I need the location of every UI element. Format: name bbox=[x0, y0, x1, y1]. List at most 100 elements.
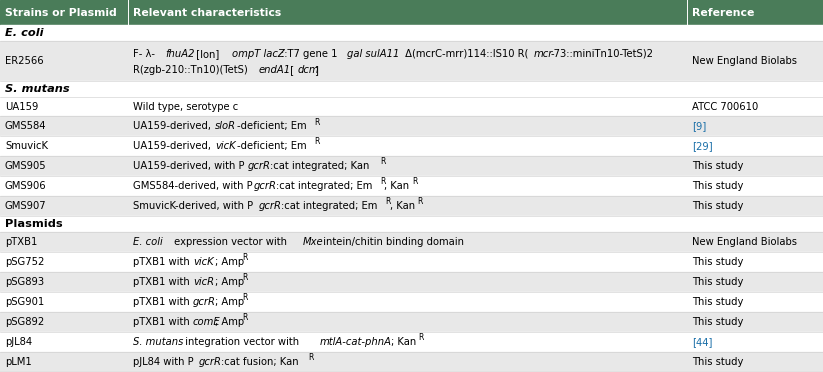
Text: This study: This study bbox=[692, 161, 743, 171]
Text: pTXB1: pTXB1 bbox=[5, 237, 37, 247]
Text: gcrR: gcrR bbox=[193, 297, 216, 307]
Text: ; Amp: ; Amp bbox=[215, 317, 244, 327]
Text: Mxe: Mxe bbox=[303, 237, 323, 247]
Text: Wild type, serotype c: Wild type, serotype c bbox=[133, 102, 238, 112]
Text: vicR: vicR bbox=[193, 277, 214, 287]
Text: R: R bbox=[385, 198, 391, 206]
Text: This study: This study bbox=[692, 297, 743, 307]
Text: :cat integrated; Kan: :cat integrated; Kan bbox=[270, 161, 370, 171]
Text: -73::miniTn10-TetS)2: -73::miniTn10-TetS)2 bbox=[551, 49, 653, 59]
Text: SmuvicK: SmuvicK bbox=[5, 141, 48, 151]
Text: ; Kan: ; Kan bbox=[391, 337, 416, 347]
Text: UA159-derived,: UA159-derived, bbox=[133, 122, 214, 131]
Text: New England Biolabs: New England Biolabs bbox=[692, 56, 797, 66]
Text: pJL84 with P: pJL84 with P bbox=[133, 357, 193, 367]
Text: ]: ] bbox=[314, 65, 318, 75]
Text: ompT lacZ: ompT lacZ bbox=[231, 49, 284, 59]
Text: Reference: Reference bbox=[692, 8, 755, 17]
Text: fhuA2: fhuA2 bbox=[165, 49, 195, 59]
Text: pSG892: pSG892 bbox=[5, 317, 44, 327]
Text: ; Amp: ; Amp bbox=[215, 297, 244, 307]
Bar bbox=[0, 352, 823, 372]
Text: comE: comE bbox=[193, 317, 221, 327]
Text: :cat fusion; Kan: :cat fusion; Kan bbox=[221, 357, 298, 367]
Text: UA159: UA159 bbox=[5, 102, 39, 112]
Text: R: R bbox=[243, 293, 248, 302]
Text: [: [ bbox=[286, 65, 294, 75]
Bar bbox=[0, 176, 823, 196]
Text: pTXB1 with: pTXB1 with bbox=[133, 277, 193, 287]
Text: sloR: sloR bbox=[215, 122, 236, 131]
Text: gcrR: gcrR bbox=[259, 201, 282, 211]
Text: S. mutans: S. mutans bbox=[133, 337, 183, 347]
Bar bbox=[0, 196, 823, 217]
Bar bbox=[0, 81, 823, 96]
Text: UA159-derived,: UA159-derived, bbox=[133, 141, 214, 151]
Text: pSG901: pSG901 bbox=[5, 297, 44, 307]
Text: ; Amp: ; Amp bbox=[215, 277, 244, 287]
Text: [29]: [29] bbox=[692, 141, 713, 151]
Text: R: R bbox=[314, 138, 319, 147]
Text: This study: This study bbox=[692, 357, 743, 367]
Text: pTXB1 with: pTXB1 with bbox=[133, 317, 193, 327]
Bar bbox=[0, 332, 823, 352]
Bar bbox=[0, 137, 823, 157]
Text: gcrR: gcrR bbox=[198, 357, 221, 367]
Text: :cat integrated; Em: :cat integrated; Em bbox=[281, 201, 378, 211]
Text: Δ(mcrC-mrr)114::IS10 R(: Δ(mcrC-mrr)114::IS10 R( bbox=[402, 49, 528, 59]
Bar bbox=[0, 0, 823, 25]
Text: [lon]: [lon] bbox=[193, 49, 222, 59]
Text: GMS905: GMS905 bbox=[5, 161, 47, 171]
Text: [44]: [44] bbox=[692, 337, 713, 347]
Text: R: R bbox=[419, 333, 424, 342]
Text: This study: This study bbox=[692, 201, 743, 211]
Bar bbox=[0, 116, 823, 137]
Bar bbox=[0, 272, 823, 292]
Text: New England Biolabs: New England Biolabs bbox=[692, 237, 797, 247]
Text: E. coli: E. coli bbox=[5, 28, 44, 38]
Text: ATCC 700610: ATCC 700610 bbox=[692, 102, 758, 112]
Text: E. coli: E. coli bbox=[133, 237, 162, 247]
Bar bbox=[0, 96, 823, 116]
Text: pTXB1 with: pTXB1 with bbox=[133, 297, 193, 307]
Text: intein/chitin binding domain: intein/chitin binding domain bbox=[319, 237, 463, 247]
Text: ; Amp: ; Amp bbox=[215, 257, 244, 267]
Text: pSG893: pSG893 bbox=[5, 277, 44, 287]
Text: ::T7 gene 1: ::T7 gene 1 bbox=[281, 49, 341, 59]
Text: R: R bbox=[243, 253, 248, 262]
Text: UA159-derived, with P: UA159-derived, with P bbox=[133, 161, 244, 171]
Bar bbox=[0, 25, 823, 41]
Text: R(zgb-210::Tn10)(TetS): R(zgb-210::Tn10)(TetS) bbox=[133, 65, 250, 75]
Text: GMS584: GMS584 bbox=[5, 122, 46, 131]
Text: R: R bbox=[309, 353, 314, 362]
Text: pJL84: pJL84 bbox=[5, 337, 32, 347]
Text: R: R bbox=[243, 273, 248, 282]
Text: pSG752: pSG752 bbox=[5, 257, 44, 267]
Text: S. mutans: S. mutans bbox=[5, 84, 70, 94]
Bar bbox=[0, 41, 823, 81]
Bar bbox=[0, 252, 823, 272]
Text: SmuvicK-derived, with P: SmuvicK-derived, with P bbox=[133, 201, 253, 211]
Text: R: R bbox=[243, 313, 248, 322]
Text: Plasmids: Plasmids bbox=[5, 219, 63, 229]
Text: R: R bbox=[417, 198, 423, 206]
Text: Relevant characteristics: Relevant characteristics bbox=[133, 8, 281, 17]
Text: , Kan: , Kan bbox=[384, 182, 409, 192]
Text: [9]: [9] bbox=[692, 122, 706, 131]
Text: GMS584-derived, with P: GMS584-derived, with P bbox=[133, 182, 252, 192]
Text: expression vector with: expression vector with bbox=[171, 237, 291, 247]
Text: pTXB1 with: pTXB1 with bbox=[133, 257, 193, 267]
Text: -deficient; Em: -deficient; Em bbox=[237, 122, 307, 131]
Bar bbox=[0, 312, 823, 332]
Text: integration vector with: integration vector with bbox=[182, 337, 302, 347]
Text: ER2566: ER2566 bbox=[5, 56, 44, 66]
Text: -deficient; Em: -deficient; Em bbox=[237, 141, 307, 151]
Bar bbox=[0, 292, 823, 312]
Bar bbox=[0, 157, 823, 176]
Text: , Kan: , Kan bbox=[390, 201, 415, 211]
Text: F- λ-: F- λ- bbox=[133, 49, 158, 59]
Text: mcr: mcr bbox=[534, 49, 553, 59]
Text: endA1: endA1 bbox=[259, 65, 291, 75]
Text: gcrR: gcrR bbox=[253, 182, 277, 192]
Text: vicK: vicK bbox=[193, 257, 214, 267]
